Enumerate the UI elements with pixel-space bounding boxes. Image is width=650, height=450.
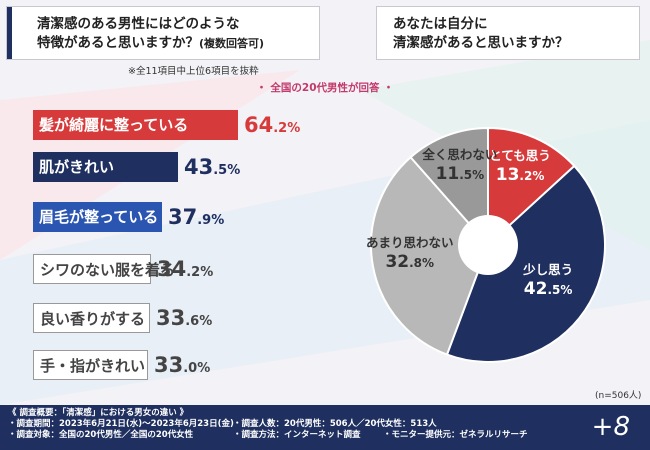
bar-value-label: 43.5% bbox=[184, 155, 241, 179]
question-1-box: 清潔感のある男性にはどのような 特徴があると思いますか？(複数回答可) bbox=[6, 6, 320, 60]
footer-method: ・調査方法：インターネット調査 bbox=[233, 430, 361, 440]
bar: 髪が綺麗に整っている bbox=[33, 110, 238, 140]
bar: 手・指がきれい bbox=[33, 350, 148, 380]
sample-size: (n=506人) bbox=[595, 391, 642, 401]
footer-provider: ・モニター提供元：ゼネラルリサーチ bbox=[383, 430, 528, 440]
subtitle: ・ 全国の20代男性が回答 ・ bbox=[256, 82, 394, 94]
pie-slice-label: 少し思う 42.5% bbox=[523, 261, 574, 299]
bar: 肌がきれい bbox=[33, 152, 178, 182]
pie-slice bbox=[487, 126, 576, 248]
footer-summary: 《 調査概要：「清潔感」における男女の違い 》 bbox=[8, 408, 189, 418]
pie-slice bbox=[445, 164, 606, 363]
brand-logo: +8 bbox=[591, 412, 630, 442]
pie-slice bbox=[409, 126, 489, 248]
question-1-title: 清潔感のある男性にはどのような 特徴があると思いますか？ bbox=[37, 16, 240, 51]
note-text: ※全11項目中上位6項目を抜粋 bbox=[128, 66, 259, 77]
pie-center-hole bbox=[458, 215, 518, 275]
question-1-suffix: (複数回答可) bbox=[199, 37, 265, 50]
bar: シワのない服を着る bbox=[33, 254, 175, 284]
footer-period: ・調査期間：2023年6月21日(水)〜2023年6月23日(金) bbox=[8, 419, 234, 429]
bar-value-label: 37.9% bbox=[168, 205, 225, 229]
question-2-box: あなたは自分に 清潔感があると思いますか？ bbox=[376, 6, 640, 60]
pie-slice-label: とても思う 13.2% bbox=[489, 148, 551, 186]
bar: 良い香りがする bbox=[33, 303, 150, 333]
bar-value-label: 34.2% bbox=[157, 257, 214, 281]
bar: 眉毛が整っている bbox=[33, 202, 162, 232]
bar-value-label: 64.2% bbox=[244, 113, 301, 137]
pie-chart bbox=[370, 126, 606, 363]
footer-count: ・調査人数：20代男性：506人／20代女性：513人 bbox=[233, 419, 437, 429]
pie-slice bbox=[370, 155, 490, 356]
bar-value-label: 33.0% bbox=[154, 353, 211, 377]
pie-slice-label: 全く思わない 11.5% bbox=[422, 146, 498, 184]
footer: 《 調査概要：「清潔感」における男女の違い 》 ・調査期間：2023年6月21日… bbox=[0, 405, 650, 450]
footer-target: ・調査対象：全国の20代男性／全国の20代女性 bbox=[8, 430, 194, 440]
question-2-title: あなたは自分に 清潔感があると思いますか？ bbox=[393, 16, 569, 51]
pie-slice-label: あまり思わない 32.8% bbox=[365, 235, 454, 273]
bar-value-label: 33.6% bbox=[156, 306, 213, 330]
question-1-accent bbox=[7, 7, 12, 59]
